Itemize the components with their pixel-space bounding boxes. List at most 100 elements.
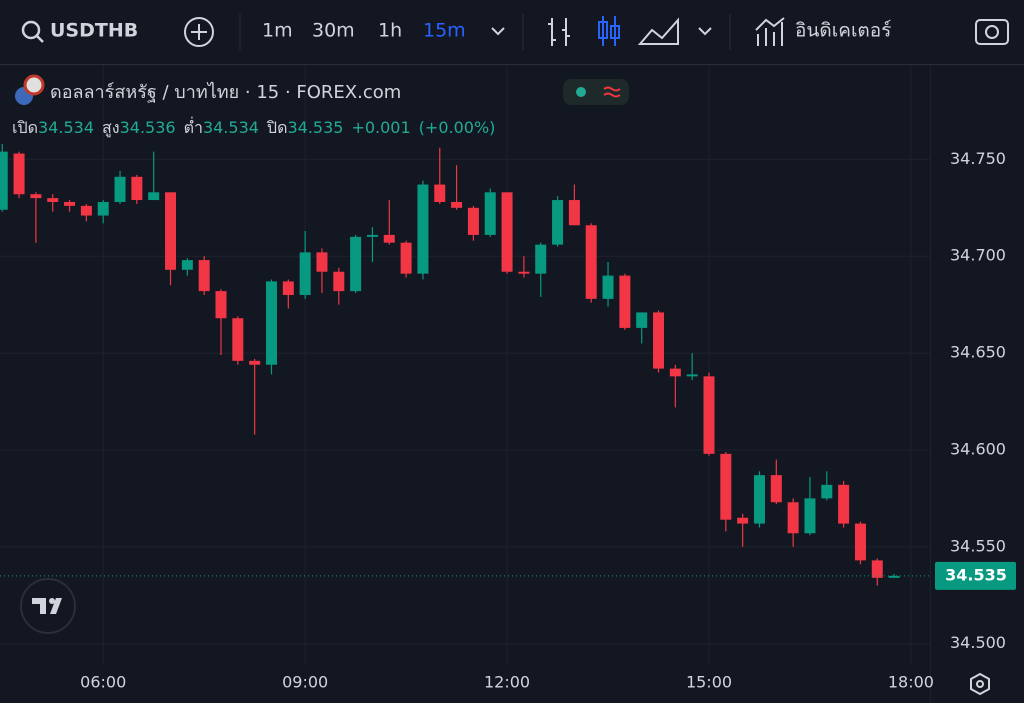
candle-body (232, 318, 244, 361)
status-badge[interactable] (563, 79, 629, 105)
area-icon[interactable] (637, 17, 679, 45)
candle-body (434, 184, 446, 202)
x-tick-label: 09:00 (282, 673, 328, 692)
candle-body (669, 368, 681, 377)
indicators-icon[interactable] (755, 17, 785, 46)
dropdown[interactable] (698, 27, 712, 36)
interval-active[interactable]: 15m (423, 20, 466, 42)
candle-body (636, 312, 648, 328)
candle-body (787, 502, 799, 534)
candle-body (686, 374, 698, 377)
add-icon (191, 24, 207, 40)
candle-body (838, 484, 850, 524)
indicators[interactable]: อินดิเคเตอร์ (795, 20, 891, 42)
high-value: 34.536 (120, 118, 176, 137)
x-tick-label: 12:00 (484, 673, 530, 692)
add-symbol[interactable] (184, 17, 214, 47)
candle-body (888, 575, 900, 578)
candle-body (80, 205, 92, 216)
candle-body (13, 153, 25, 195)
tv-logo[interactable] (20, 578, 76, 634)
x-tick-label: 18:00 (888, 673, 934, 692)
bars-icon[interactable] (548, 18, 570, 46)
candle-body (30, 194, 42, 199)
candle-body (619, 275, 631, 328)
tv-logo-mark (49, 598, 55, 604)
candle-body (653, 312, 665, 369)
y-tick-label: 34.650 (950, 343, 1006, 362)
candle-body (383, 234, 395, 243)
candle-body (400, 242, 412, 274)
symbol[interactable]: USDTHB (50, 20, 138, 42)
candle-body (97, 201, 109, 216)
candle-body (299, 252, 311, 295)
legend-title: ดอลลาร์สหรัฐ / บาทไทย · 15 · FOREX.com (50, 81, 401, 103)
candle-body (518, 271, 530, 274)
x-tick-label: 06:00 (80, 673, 126, 692)
settings-icon (976, 680, 984, 688)
candle-body (854, 523, 866, 561)
candle-body (249, 360, 261, 365)
candle-body (114, 176, 126, 202)
status-icon (603, 86, 621, 98)
settings-icon[interactable] (970, 672, 990, 696)
candle-body (181, 260, 193, 270)
candle-body (316, 252, 328, 272)
high-label: สูง (102, 118, 120, 138)
candles-icon (610, 25, 620, 39)
candle-body (451, 201, 463, 208)
y-tick-label: 34.700 (950, 246, 1006, 265)
dropdown[interactable] (491, 27, 505, 36)
candle-body (467, 207, 479, 235)
close-label: ปิด (267, 118, 288, 137)
change-percent: (+0.00%) (419, 118, 496, 137)
candle-body (484, 192, 496, 235)
candle-body (535, 244, 547, 274)
candle-body (333, 271, 345, 292)
candle-body (703, 376, 715, 454)
candles (0, 143, 930, 586)
last-price-tag (935, 561, 1016, 590)
toolbar (0, 0, 1024, 64)
candle-body (501, 192, 513, 272)
candle-body (366, 234, 378, 237)
candle-body (47, 198, 59, 202)
candle-body (198, 260, 210, 292)
candle-body (737, 517, 749, 524)
snapshot-icon (985, 25, 999, 39)
low-value: 34.534 (203, 118, 259, 137)
interval[interactable]: 1m (262, 20, 293, 42)
change: +0.001 (351, 118, 410, 137)
candle-body (131, 176, 143, 201)
candle-body (417, 184, 429, 274)
y-tick-label: 34.550 (950, 536, 1006, 555)
grid (0, 65, 931, 703)
interval[interactable]: 1h (378, 20, 402, 42)
search-icon[interactable] (21, 20, 41, 40)
candle-body (552, 200, 564, 245)
open-label: เปิด (12, 118, 38, 137)
candle-body (282, 281, 294, 295)
candle-body (602, 275, 614, 299)
candle-body (821, 484, 833, 499)
interval[interactable]: 30m (312, 20, 355, 42)
y-tick-label: 34.750 (950, 149, 1006, 168)
candle-body (871, 560, 883, 578)
candle-body (350, 236, 362, 292)
flag-th (23, 74, 45, 96)
candles-icon (598, 21, 608, 39)
search-icon (36, 35, 44, 43)
y-tick-label: 34.600 (950, 439, 1006, 458)
snapshot-icon[interactable] (975, 19, 1009, 45)
candle-body (265, 281, 277, 365)
open-value: 34.534 (38, 118, 94, 137)
x-tick-label: 15:00 (686, 673, 732, 692)
status-dot (576, 87, 586, 97)
last-price-label: 34.535 (945, 565, 1007, 584)
candle-body (64, 201, 76, 206)
candle-body (753, 475, 765, 524)
candle-body (720, 453, 732, 520)
candle-body (215, 291, 227, 319)
y-tick-label: 34.500 (950, 633, 1006, 652)
